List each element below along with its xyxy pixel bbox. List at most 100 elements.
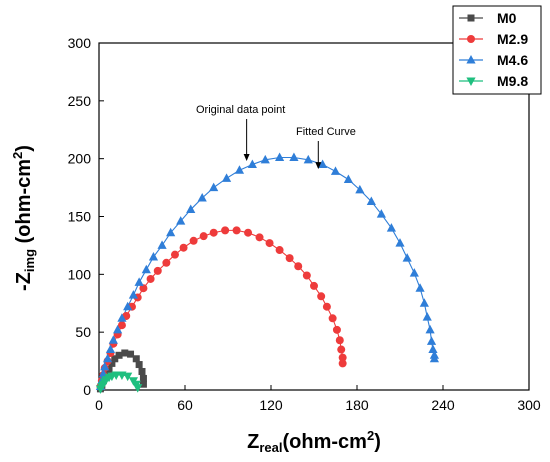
data-point-m4-6 xyxy=(247,159,257,168)
data-point-m4-6 xyxy=(100,361,110,371)
data-point-m2-9 xyxy=(338,359,347,368)
data-point-m4-6 xyxy=(409,268,419,277)
data-point-m0 xyxy=(108,359,116,367)
data-point-m4-6 xyxy=(425,324,435,334)
plot-frame xyxy=(98,42,530,391)
data-point-m4-6 xyxy=(123,301,133,311)
data-point-m2-9 xyxy=(170,250,179,259)
data-point-m4-6 xyxy=(113,324,123,334)
data-point-m2-9 xyxy=(199,232,208,241)
data-point-m4-6 xyxy=(117,313,127,322)
data-point-m4-6 xyxy=(166,227,176,237)
data-point-m4-6 xyxy=(260,154,270,164)
data-point-m4-6 xyxy=(376,209,386,218)
annotation-arrowhead xyxy=(315,162,322,170)
data-point-m2-9 xyxy=(335,336,344,345)
data-point-m9-8 xyxy=(133,384,143,393)
data-point-m2-9 xyxy=(332,325,341,334)
data-point-m4-6 xyxy=(148,251,159,261)
data-point-m4-6 xyxy=(330,166,341,175)
axis-ticks: 0 60 120 180 240 300 0 50 100 150 200 250 300 xyxy=(68,35,541,413)
data-point-m0 xyxy=(139,380,147,388)
data-point-m2-9 xyxy=(139,284,148,293)
data-point-m4-6 xyxy=(157,240,167,249)
data-point-m4-6 xyxy=(415,283,425,292)
legend-marker-m9-8 xyxy=(466,77,476,86)
data-point-m2-9 xyxy=(275,246,284,255)
data-point-m4-6 xyxy=(197,192,207,202)
legend-marker-m4-6 xyxy=(466,55,476,64)
data-point-m2-9 xyxy=(265,239,274,248)
data-point-m2-9 xyxy=(117,321,126,330)
legend-label-m0: M0 xyxy=(497,10,517,26)
data-point-m4-6 xyxy=(128,290,138,299)
data-point-m2-9 xyxy=(337,345,346,354)
y-tick-label: 300 xyxy=(68,35,92,51)
data-point-m2-9 xyxy=(338,353,347,362)
data-point-m0 xyxy=(135,361,143,369)
data-point-m4-6 xyxy=(426,336,437,345)
y-axis-title: -Zimg (ohm-cm2) xyxy=(10,145,37,291)
data-point-m4-6 xyxy=(428,344,438,354)
data-point-m4-6 xyxy=(343,174,353,183)
data-point-m2-9 xyxy=(244,228,253,237)
annotation-label: Fitted Curve xyxy=(296,126,356,138)
data-point-m2-9 xyxy=(328,314,337,323)
data-point-m4-6 xyxy=(422,312,432,321)
data-point-m4-6 xyxy=(108,335,118,344)
data-point-m2-9 xyxy=(162,258,171,267)
data-point-m4-6 xyxy=(366,196,376,205)
annotations: Original data point Fitted Curve xyxy=(196,104,356,170)
data-point-m4-6 xyxy=(419,298,429,307)
data-point-m2-9 xyxy=(209,228,218,237)
y-tick-label: 200 xyxy=(68,151,92,167)
data-point-m0 xyxy=(139,374,147,382)
data-point-m2-9 xyxy=(232,226,241,235)
data-point-m0 xyxy=(115,351,123,359)
data-point-m4-6 xyxy=(395,238,405,247)
data-point-m2-9 xyxy=(146,274,155,283)
y-tick-label: 250 xyxy=(68,93,92,109)
data-point-m2-9 xyxy=(294,262,303,271)
data-point-m4-6 xyxy=(141,264,151,274)
data-point-m4-6 xyxy=(176,216,186,225)
data-point-m4-6 xyxy=(303,154,313,164)
x-tick-label: 120 xyxy=(259,397,283,413)
legend-label-m4-6: M4.6 xyxy=(497,52,528,68)
legend-label-m9-8: M9.8 xyxy=(497,73,528,89)
legend-marker-m2-9 xyxy=(467,35,475,43)
data-point-m4-6 xyxy=(289,152,299,162)
fitted-curve-m4-6 xyxy=(99,156,435,387)
data-point-m2-9 xyxy=(285,254,294,263)
x-tick-label: 180 xyxy=(345,397,369,413)
y-tick-label: 100 xyxy=(68,266,92,282)
data-points xyxy=(95,152,439,394)
data-point-m9-8 xyxy=(123,372,133,382)
y-tick-label: 50 xyxy=(75,324,91,340)
data-point-m4-6 xyxy=(134,277,144,286)
data-point-m4-6 xyxy=(402,253,412,262)
x-tick-label: 0 xyxy=(95,397,103,413)
annotation-label: Original data point xyxy=(196,104,285,116)
data-point-m0 xyxy=(132,355,140,363)
data-point-m2-9 xyxy=(322,302,331,311)
data-point-m4-6 xyxy=(429,353,439,363)
data-point-m0 xyxy=(138,367,146,375)
annotation-arrowhead xyxy=(243,153,250,161)
data-point-m2-9 xyxy=(179,243,188,252)
data-point-m2-9 xyxy=(317,292,326,301)
data-point-m0 xyxy=(111,355,119,363)
data-point-m0 xyxy=(127,350,135,358)
x-tick-label: 60 xyxy=(177,397,193,413)
data-point-m4-6 xyxy=(275,152,285,162)
data-point-m0 xyxy=(105,365,113,373)
x-axis-title: Zreal(ohm-cm2) xyxy=(247,428,381,455)
data-point-m4-6 xyxy=(209,182,219,192)
x-tick-label: 240 xyxy=(431,397,455,413)
data-point-m4-6 xyxy=(234,165,245,174)
y-tick-label: 150 xyxy=(68,209,92,225)
data-point-m4-6 xyxy=(386,223,396,232)
data-point-m2-9 xyxy=(310,281,318,290)
legend-marker-m0 xyxy=(467,14,475,22)
